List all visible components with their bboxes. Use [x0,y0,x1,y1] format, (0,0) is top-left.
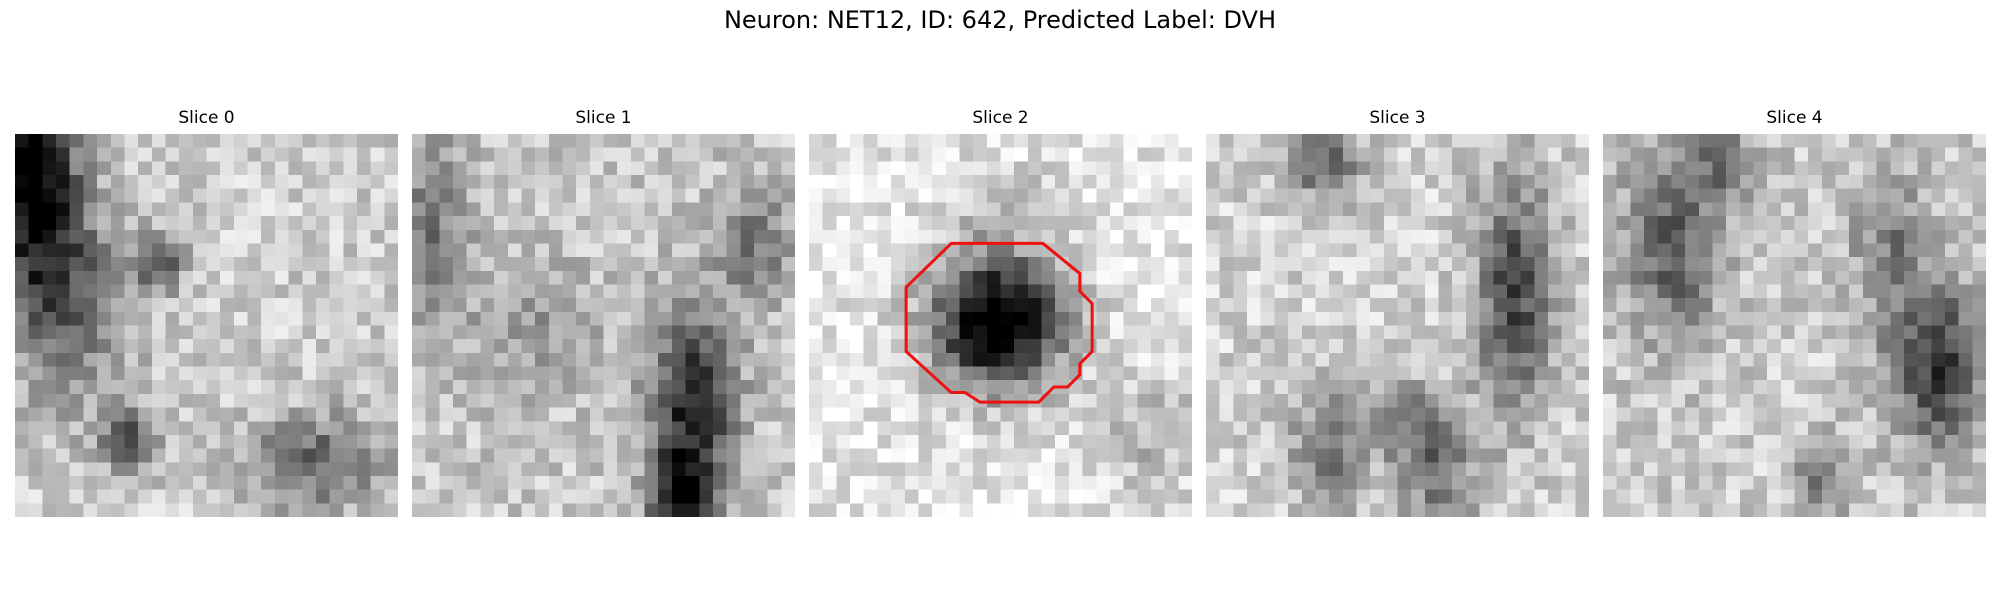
segmentation-contour [904,241,1094,404]
slice-image-0 [15,134,398,517]
slice-title-4: Slice 4 [1766,108,1823,128]
figure-title: Neuron: NET12, ID: 642, Predicted Label:… [723,6,1277,34]
slice-image-1 [412,134,795,517]
slice-image-3 [1206,134,1589,517]
slice-title-0: Slice 0 [178,108,235,128]
slice-image-4 [1603,134,1986,517]
slice-title-1: Slice 1 [575,108,632,128]
slice-image-2 [809,134,1192,517]
slice-title-3: Slice 3 [1369,108,1426,128]
slice-title-2: Slice 2 [972,108,1029,128]
